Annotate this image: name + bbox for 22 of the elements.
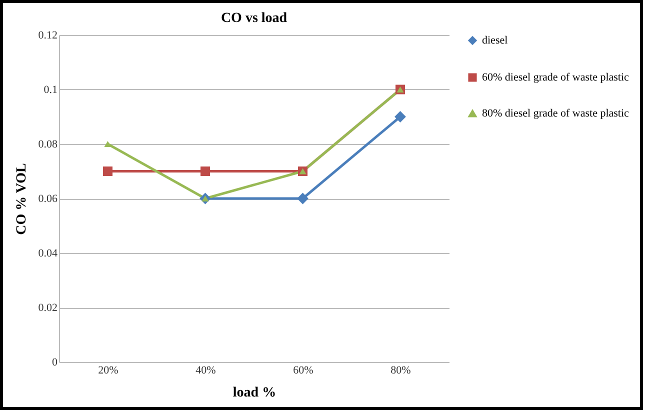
point [200,166,210,176]
y-tick-label: 0.08 [38,138,58,150]
x-tick-label: 60% [293,364,314,376]
y-tick-label: 0.06 [38,193,58,205]
y-tick-label: 0.1 [44,84,58,96]
x-tick-label: 20% [98,364,118,376]
point [297,192,308,204]
x-tick-label: 80% [390,364,411,376]
point [104,140,112,148]
y-tick-label: 0.04 [38,248,58,260]
y-tick-label: 0 [52,356,58,368]
point [394,111,406,122]
point [103,166,112,176]
legend-label: 80% diesel grade of waste plastic [482,108,630,120]
legend-label: 60% diesel grade of waste plastic [482,72,630,84]
y-axis-title: CO % VOL [14,163,30,235]
x-axis-title: load % [232,386,276,400]
y-tick-label: 0.12 [38,30,58,42]
y-tick-label: 0.02 [38,302,58,314]
x-tick-label: 40% [196,364,216,376]
chart-title: CO vs load [220,11,288,26]
legend-label: diesel [482,34,508,46]
